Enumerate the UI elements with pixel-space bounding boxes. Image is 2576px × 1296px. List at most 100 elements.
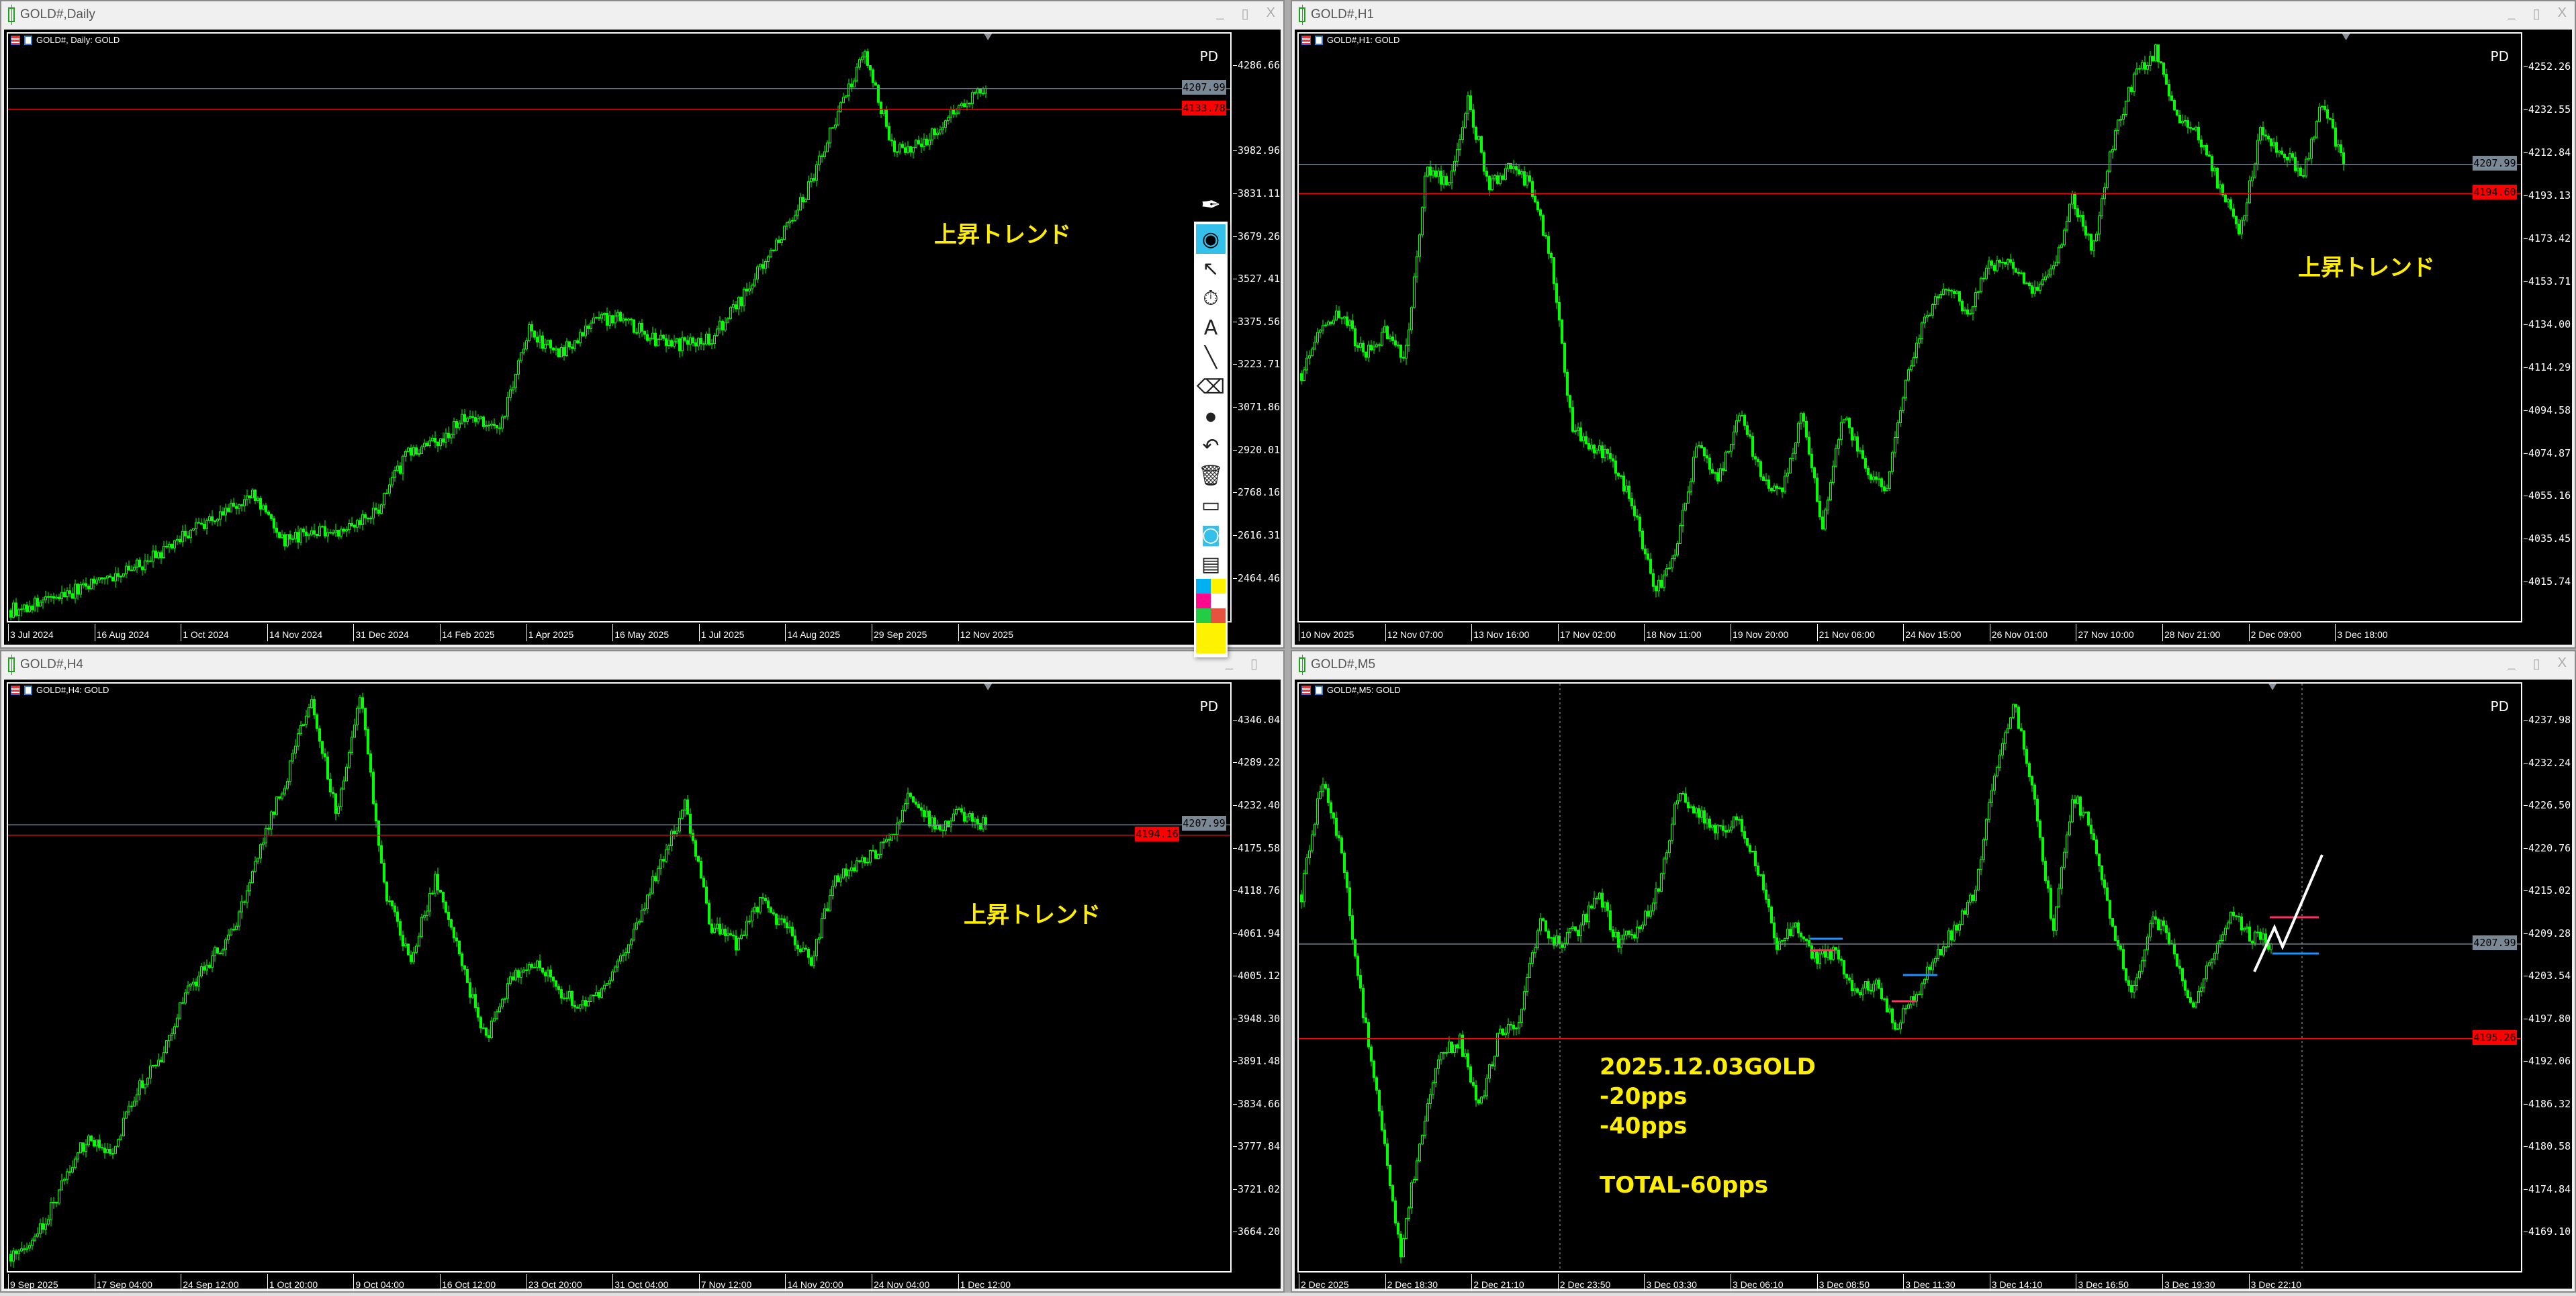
- minimize-button[interactable]: _: [1225, 655, 1233, 670]
- maximize-button[interactable]: ▯: [2532, 7, 2540, 21]
- candle: [2307, 158, 2310, 160]
- price-plot[interactable]: PD: [1297, 32, 2522, 622]
- candle: [1939, 293, 1942, 299]
- maximize-button[interactable]: ▯: [1250, 657, 1258, 672]
- trash-icon[interactable]: 🗑: [1197, 463, 1224, 488]
- drawing-toolbar[interactable]: ✒ ◉ ↖ ⏱ A ╲ ⌫ ● ↶ 🗑 ▭ ◙ ▤: [1194, 189, 1228, 657]
- pen-icon[interactable]: ✒: [1200, 191, 1222, 219]
- chart-window-h4[interactable]: GOLD#,H4 _ ▯ PD GOLD#,H4: GOLD 4346.04 42…: [0, 650, 1285, 1293]
- price-plot[interactable]: PD: [1297, 682, 2522, 1272]
- candle: [1668, 567, 1671, 569]
- window-title-bar[interactable]: GOLD#,M5 _ ▯ X: [1292, 651, 2575, 678]
- candle: [686, 799, 689, 815]
- price-axis[interactable]: 4252.26 4232.55 4212.84 4193.13 4173.42 4153.…: [2473, 32, 2576, 622]
- maximize-button[interactable]: ▯: [2532, 657, 2540, 672]
- minimize-button[interactable]: _: [2508, 5, 2516, 20]
- minimize-button[interactable]: _: [1216, 5, 1224, 20]
- candle: [2071, 799, 2074, 823]
- price-axis[interactable]: 4237.98 4232.24 4226.50 4220.76 4215.02 4209.…: [2473, 682, 2576, 1272]
- text-icon[interactable]: A: [1203, 316, 1218, 340]
- price-plot[interactable]: PD: [7, 32, 1232, 622]
- candle: [1985, 267, 1988, 279]
- easel-icon[interactable]: ▭: [1201, 493, 1221, 517]
- candle: [348, 752, 351, 768]
- candle: [759, 897, 762, 913]
- candle: [813, 178, 815, 181]
- candle: [1499, 175, 1502, 184]
- selected-color-swatch[interactable]: [1196, 623, 1226, 653]
- candle: [98, 1140, 101, 1148]
- cursor-icon[interactable]: ↖: [1202, 257, 1220, 281]
- candle: [700, 338, 702, 344]
- candle: [614, 966, 616, 972]
- time-tick-label: 21 Nov 06:00: [1816, 624, 1875, 641]
- price-axis[interactable]: 4286.66 3982.96 3831.11 3679.26 3527.41 3375.…: [1182, 32, 1287, 622]
- candle: [1695, 808, 1698, 814]
- candle: [568, 990, 571, 999]
- candle: [289, 534, 291, 540]
- candle: [458, 422, 461, 428]
- candle: [1880, 988, 1883, 999]
- time-axis[interactable]: 9 Sep 2025 17 Sep 04:00 24 Sep 12:00 1 Oct …: [7, 1274, 1232, 1293]
- candle: [611, 315, 614, 324]
- candle: [192, 528, 195, 530]
- close-button[interactable]: X: [2557, 655, 2567, 670]
- camera-icon[interactable]: ◙: [1201, 522, 1221, 547]
- clipboard-icon[interactable]: ▤: [1201, 552, 1221, 576]
- candle: [9, 1254, 12, 1262]
- candle: [901, 144, 904, 148]
- time-axis[interactable]: 3 Jul 2024 16 Aug 2024 1 Oct 2024 14 Nov 20…: [7, 624, 1232, 643]
- candle: [1824, 509, 1827, 530]
- flag-icon: [1301, 35, 1311, 45]
- candle: [678, 338, 681, 351]
- time-tick-label: 3 Dec 14:10: [1989, 1274, 2042, 1291]
- candle: [1394, 1200, 1397, 1223]
- chart-window-h1[interactable]: GOLD#,H1 _ ▯ X PD GOLD#,H1: GOLD 4252.26…: [1291, 0, 2576, 649]
- chart-symbol-label: GOLD#,M5: GOLD: [1301, 685, 1401, 695]
- time-axis[interactable]: 10 Nov 2025 12 Nov 07:00 13 Nov 16:00 17 No…: [1297, 624, 2522, 643]
- window-title-bar[interactable]: GOLD#,H4 _ ▯: [1, 651, 1283, 678]
- color-swatch[interactable]: [1196, 579, 1211, 594]
- chart-window-daily[interactable]: GOLD#,Daily _ ▯ X PD GOLD#, Daily: GOLD …: [0, 0, 1285, 649]
- chart-window-m5[interactable]: GOLD#,M5 _ ▯ X PD GOLD#,M5: GOLD 4237.98…: [1291, 650, 2576, 1293]
- eye-icon[interactable]: ◉: [1196, 224, 1226, 254]
- candle: [1719, 825, 1722, 827]
- candle: [230, 929, 232, 935]
- eraser-icon[interactable]: ⌫: [1196, 375, 1226, 399]
- color-swatch[interactable]: [1196, 594, 1211, 608]
- close-button[interactable]: X: [1266, 5, 1275, 20]
- close-button[interactable]: X: [2557, 5, 2567, 20]
- window-title-bar[interactable]: GOLD#,Daily _ ▯ X: [1, 1, 1283, 28]
- undo-icon[interactable]: ↶: [1202, 434, 1220, 458]
- time-tick-label: 12 Nov 07:00: [1385, 624, 1443, 641]
- color-swatch[interactable]: [1211, 594, 1226, 608]
- time-tick-label: 7 Nov 12:00: [698, 1274, 751, 1291]
- time-axis[interactable]: 2 Dec 2025 2 Dec 18:30 2 Dec 21:10 2 Dec 23…: [1297, 1274, 2522, 1293]
- chart-symbol-text: GOLD#,H4: GOLD: [36, 685, 109, 695]
- candle: [1692, 806, 1695, 814]
- candle: [1722, 468, 1724, 471]
- candle: [160, 1060, 163, 1062]
- candle: [2310, 138, 2313, 159]
- candle: [12, 602, 15, 618]
- dot-icon[interactable]: ●: [1205, 409, 1216, 424]
- candle: [214, 947, 216, 956]
- maximize-button[interactable]: ▯: [1241, 7, 1249, 21]
- color-swatch[interactable]: [1211, 608, 1226, 623]
- timer-off-icon[interactable]: ⏱: [1203, 286, 1219, 310]
- color-swatch[interactable]: [1196, 608, 1211, 623]
- color-swatch[interactable]: [1211, 579, 1226, 594]
- candle: [262, 505, 265, 510]
- candle: [2232, 208, 2235, 217]
- minimize-button[interactable]: _: [2508, 655, 2516, 670]
- candle: [2052, 918, 2055, 931]
- price-axis[interactable]: 4346.04 4289.22 4232.40 4175.58 4118.76 4061.…: [1135, 682, 1287, 1272]
- candle: [904, 803, 907, 811]
- price-plot[interactable]: PD: [7, 682, 1232, 1272]
- candle: [189, 984, 192, 986]
- window-title-bar[interactable]: GOLD#,H1 _ ▯ X: [1292, 1, 2575, 28]
- candle: [2283, 154, 2286, 158]
- candle: [778, 918, 780, 925]
- line-icon[interactable]: ╲: [1204, 345, 1217, 369]
- candle: [141, 1080, 144, 1089]
